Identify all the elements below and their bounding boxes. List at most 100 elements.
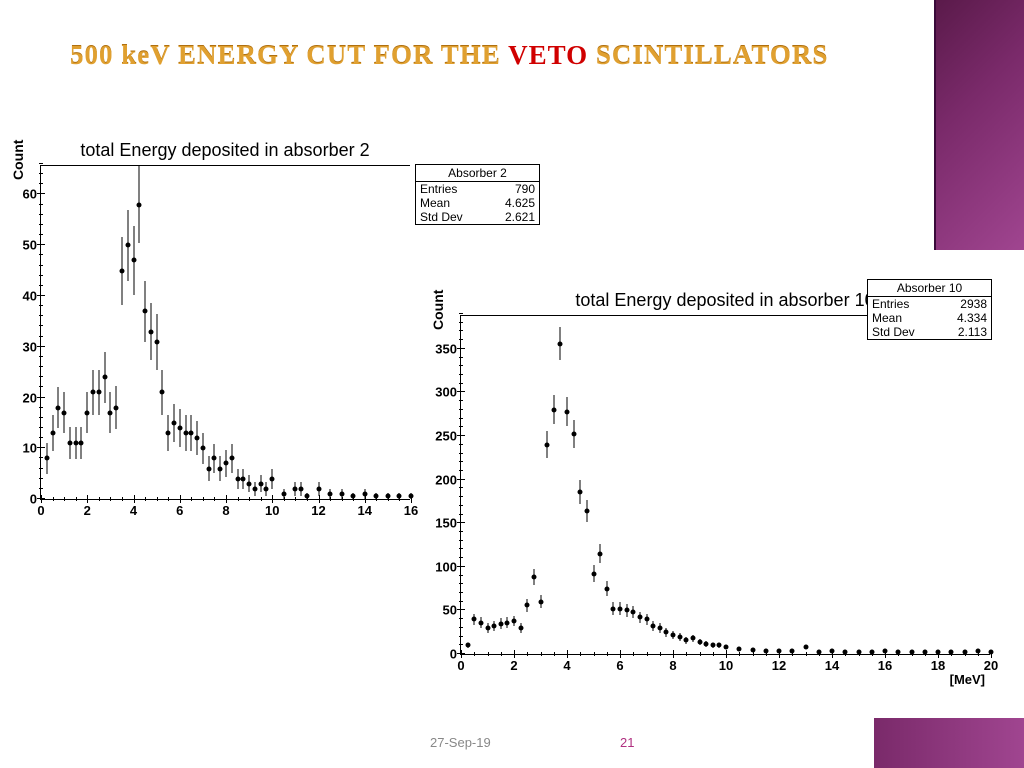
data-point: [299, 486, 304, 491]
data-point: [316, 486, 321, 491]
data-point: [975, 648, 980, 653]
data-point: [241, 476, 246, 481]
data-point: [492, 624, 497, 629]
data-point: [498, 621, 503, 626]
xtick: 0: [37, 503, 44, 518]
ytick: 50: [23, 238, 37, 253]
chart1-ylabel: Count: [10, 140, 26, 180]
data-point: [883, 648, 888, 653]
data-point: [697, 639, 702, 644]
data-point: [56, 405, 61, 410]
title-em: VETO: [508, 40, 588, 70]
data-point: [258, 481, 263, 486]
data-point: [763, 648, 768, 653]
data-point: [949, 650, 954, 655]
data-point: [478, 620, 483, 625]
data-point: [252, 486, 257, 491]
data-point: [148, 329, 153, 334]
ytick: 40: [23, 288, 37, 303]
data-point: [664, 630, 669, 635]
data-point: [922, 650, 927, 655]
data-point: [131, 258, 136, 263]
data-point: [73, 441, 78, 446]
data-point: [200, 446, 205, 451]
chart2-statbox: Absorber 10 Entries2938Mean4.334Std Dev2…: [867, 279, 992, 340]
data-point: [690, 636, 695, 641]
data-point: [465, 643, 470, 648]
xtick: 2: [84, 503, 91, 518]
data-point: [790, 649, 795, 654]
data-point: [166, 431, 171, 436]
ytick: 150: [435, 516, 457, 531]
chart2-xlabel: [MeV]: [950, 672, 985, 687]
data-point: [737, 646, 742, 651]
ytick: 250: [435, 429, 457, 444]
data-point: [962, 650, 967, 655]
data-point: [816, 650, 821, 655]
data-point: [472, 617, 477, 622]
xtick: 20: [984, 658, 998, 673]
data-point: [212, 456, 217, 461]
data-point: [102, 375, 107, 380]
data-point: [869, 650, 874, 655]
data-point: [631, 610, 636, 615]
xtick: 16: [404, 503, 418, 518]
statbox-title: Absorber 2: [416, 165, 539, 182]
data-point: [518, 625, 523, 630]
data-point: [114, 405, 119, 410]
data-point: [218, 466, 223, 471]
data-point: [637, 615, 642, 620]
ytick: 20: [23, 390, 37, 405]
ytick: 350: [435, 341, 457, 356]
ytick: 10: [23, 441, 37, 456]
data-point: [651, 624, 656, 629]
slide-title: 500 keV ENERGY CUT FOR THE VETO SCINTILL…: [70, 40, 828, 71]
xtick: 12: [772, 658, 786, 673]
xtick: 10: [719, 658, 733, 673]
data-point: [545, 442, 550, 447]
data-point: [936, 650, 941, 655]
data-point: [44, 456, 49, 461]
data-point: [565, 409, 570, 414]
data-point: [750, 647, 755, 652]
data-point: [67, 441, 72, 446]
data-point: [339, 491, 344, 496]
data-point: [830, 648, 835, 653]
title-pre: 500 keV ENERGY CUT FOR THE: [70, 40, 508, 70]
data-point: [512, 618, 517, 623]
decoration-right: [934, 0, 1024, 250]
xtick: 6: [176, 503, 183, 518]
xtick: 4: [130, 503, 137, 518]
ytick: 0: [30, 492, 37, 507]
data-point: [677, 634, 682, 639]
chart-absorber-10: total Energy deposited in absorber 10 Co…: [460, 315, 990, 655]
data-point: [247, 481, 252, 486]
data-point: [896, 650, 901, 655]
xtick: 8: [669, 658, 676, 673]
ytick: 0: [450, 647, 457, 662]
data-point: [618, 606, 623, 611]
ytick: 30: [23, 339, 37, 354]
data-point: [505, 620, 510, 625]
data-point: [717, 643, 722, 648]
footer-date: 27-Sep-19: [430, 735, 491, 750]
statbox-row: Entries790: [416, 182, 539, 196]
data-point: [803, 645, 808, 650]
data-point: [657, 625, 662, 630]
data-point: [351, 494, 356, 499]
xtick: 0: [457, 658, 464, 673]
data-point: [856, 650, 861, 655]
statbox-row: Entries2938: [868, 297, 991, 311]
xtick: 4: [563, 658, 570, 673]
data-point: [91, 390, 96, 395]
data-point: [671, 632, 676, 637]
data-point: [154, 339, 159, 344]
statbox-row: Std Dev2.113: [868, 325, 991, 339]
statbox-row: Mean4.334: [868, 311, 991, 325]
xtick: 18: [931, 658, 945, 673]
statbox-row: Std Dev2.621: [416, 210, 539, 224]
data-point: [281, 491, 286, 496]
data-point: [385, 494, 390, 499]
data-point: [224, 461, 229, 466]
data-point: [843, 650, 848, 655]
